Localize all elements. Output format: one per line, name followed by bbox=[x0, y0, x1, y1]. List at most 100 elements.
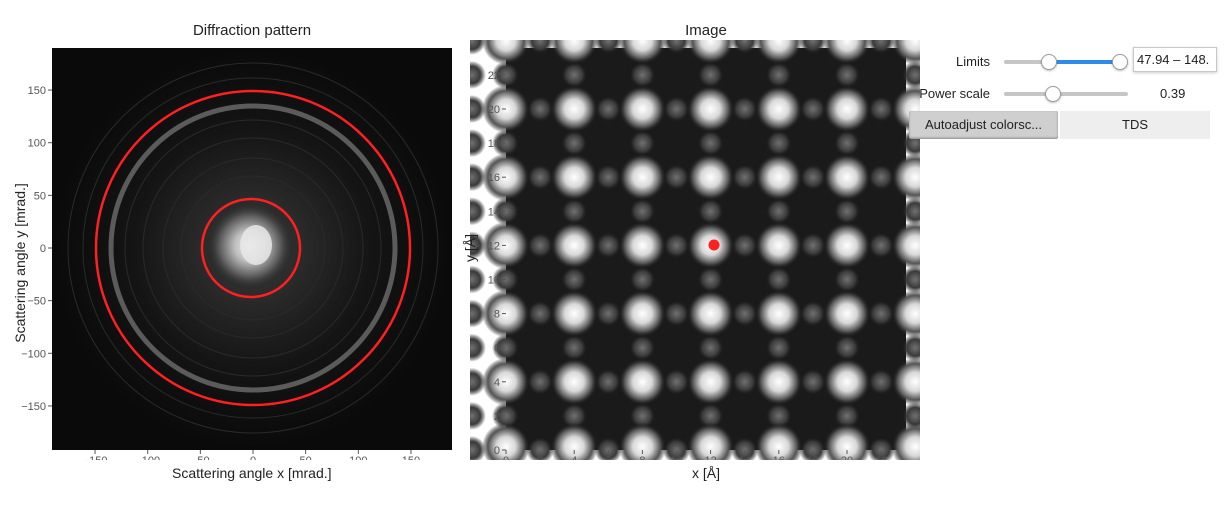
image-x-tick-label: 20 bbox=[841, 455, 853, 460]
diffraction-y-tick-label: 50 bbox=[34, 190, 46, 202]
diffraction-x-tick-label: −100 bbox=[135, 455, 160, 460]
atom-column bbox=[550, 85, 599, 133]
limits-slider-range bbox=[1048, 60, 1120, 64]
image-y-tick-label: 18 bbox=[488, 138, 500, 150]
atom-column-dim bbox=[628, 129, 657, 158]
atom-column-dim bbox=[764, 333, 793, 362]
atom-column-dim bbox=[833, 333, 861, 362]
diffraction-title: Diffraction pattern bbox=[192, 22, 312, 39]
atom-column-dim bbox=[764, 401, 793, 430]
atom-column-dim bbox=[764, 197, 793, 226]
image-x-tick-label: 14 bbox=[739, 455, 751, 460]
diffraction-y-tick-label: 0 bbox=[40, 243, 46, 255]
diffraction-faint-rings bbox=[67, 62, 439, 434]
atom-column-dim bbox=[662, 95, 691, 123]
atom-column-dim bbox=[628, 60, 657, 89]
atom-column-dim bbox=[798, 40, 827, 55]
atom-column bbox=[754, 221, 803, 270]
atom-column bbox=[823, 357, 871, 406]
atom-column-dim bbox=[730, 163, 759, 192]
limits-slider-min-handle[interactable] bbox=[1041, 54, 1058, 70]
atom-column bbox=[754, 153, 803, 202]
atom-column-dim bbox=[560, 129, 589, 158]
atom-column bbox=[618, 85, 667, 133]
diffraction-y-tick-label: 100 bbox=[28, 138, 46, 150]
atom-column-dim bbox=[526, 163, 555, 192]
diffraction-x-tick-label: 50 bbox=[300, 455, 312, 460]
atom-column-dim bbox=[696, 265, 725, 294]
probe-position-marker[interactable] bbox=[708, 239, 720, 251]
atom-column-dim bbox=[560, 197, 589, 226]
atom-column-dim bbox=[730, 95, 759, 123]
image-y-tick-label: 22 bbox=[488, 70, 500, 82]
image-x-tick-label: 12 bbox=[704, 455, 716, 460]
limits-label: Limits bbox=[956, 54, 990, 69]
atom-column bbox=[686, 422, 735, 460]
atom-column-dim bbox=[594, 231, 623, 260]
diffraction-plot[interactable]: −150−100−50050100150 150100500−50−100−15… bbox=[0, 40, 470, 460]
atom-column-dim bbox=[798, 299, 827, 328]
diffraction-y-tick-label: −50 bbox=[27, 296, 46, 308]
atom-column-dim bbox=[560, 333, 589, 362]
atom-column-dim bbox=[798, 231, 827, 260]
image-y-tick-label: 20 bbox=[488, 104, 500, 116]
atom-column-dim bbox=[594, 299, 623, 328]
atom-column bbox=[891, 357, 920, 406]
power-scale-slider-handle[interactable] bbox=[1045, 86, 1062, 102]
atom-column-dim bbox=[833, 129, 861, 158]
atom-column-dim bbox=[526, 231, 555, 260]
atom-column bbox=[686, 85, 735, 133]
atom-column-dim bbox=[867, 299, 896, 328]
atom-column-dim bbox=[628, 197, 657, 226]
atom-column-dim bbox=[470, 197, 486, 226]
power-scale-slider-track[interactable] bbox=[1004, 92, 1128, 96]
atom-column-dim bbox=[764, 60, 793, 89]
image-x-tick-label: 4 bbox=[571, 455, 577, 460]
atom-column bbox=[686, 289, 735, 338]
atom-column bbox=[891, 153, 920, 202]
atom-column-dim bbox=[526, 299, 555, 328]
atom-column bbox=[482, 40, 530, 65]
image-x-ticks: 0 2 4 6 8 10 12 14 16 18 20 22 bbox=[503, 450, 887, 460]
limits-readout[interactable]: 47.94 – 148. bbox=[1133, 47, 1217, 72]
image-y-tick-label: 12 bbox=[488, 240, 500, 252]
image-x-label: x [Å] bbox=[692, 465, 721, 481]
atom-column bbox=[618, 357, 667, 406]
atom-column bbox=[482, 422, 530, 460]
atom-column-dim bbox=[526, 95, 555, 123]
atom-column-dim bbox=[696, 129, 725, 158]
atom-column-dim bbox=[867, 95, 896, 123]
atom-column bbox=[823, 289, 871, 338]
tds-button[interactable]: TDS bbox=[1060, 111, 1210, 139]
atom-column bbox=[823, 85, 871, 133]
image-title: Image bbox=[685, 22, 727, 39]
atom-column-dim bbox=[764, 265, 793, 294]
atom-column bbox=[550, 422, 599, 460]
atom-column-dim bbox=[730, 40, 759, 55]
atom-column-dim bbox=[798, 436, 827, 460]
atom-column-dim bbox=[662, 436, 691, 460]
atom-column bbox=[891, 40, 920, 65]
atom-column-dim bbox=[867, 367, 896, 396]
atom-column bbox=[754, 422, 803, 460]
atom-column-dim bbox=[594, 40, 623, 55]
atom-column-dim bbox=[833, 60, 861, 89]
autoadjust-colorscale-button[interactable]: Autoadjust colorsc... bbox=[909, 111, 1058, 139]
inner-limit-ring[interactable] bbox=[200, 197, 302, 299]
limits-slider-max-handle[interactable] bbox=[1112, 54, 1129, 70]
atom-column-dim bbox=[662, 367, 691, 396]
atom-column bbox=[618, 221, 667, 270]
atom-column bbox=[550, 153, 599, 202]
atom-column bbox=[550, 221, 599, 270]
atom-column-dim bbox=[526, 436, 555, 460]
outer-limit-ring[interactable] bbox=[94, 89, 412, 407]
diffraction-x-tick-label: −50 bbox=[191, 455, 210, 460]
atom-column-dim bbox=[470, 436, 486, 460]
diffraction-x-tick-label: 0 bbox=[250, 455, 256, 460]
atom-column-dim bbox=[696, 401, 725, 430]
atom-column-dim bbox=[662, 163, 691, 192]
atom-column-dim bbox=[470, 40, 486, 55]
atom-column bbox=[754, 85, 803, 133]
